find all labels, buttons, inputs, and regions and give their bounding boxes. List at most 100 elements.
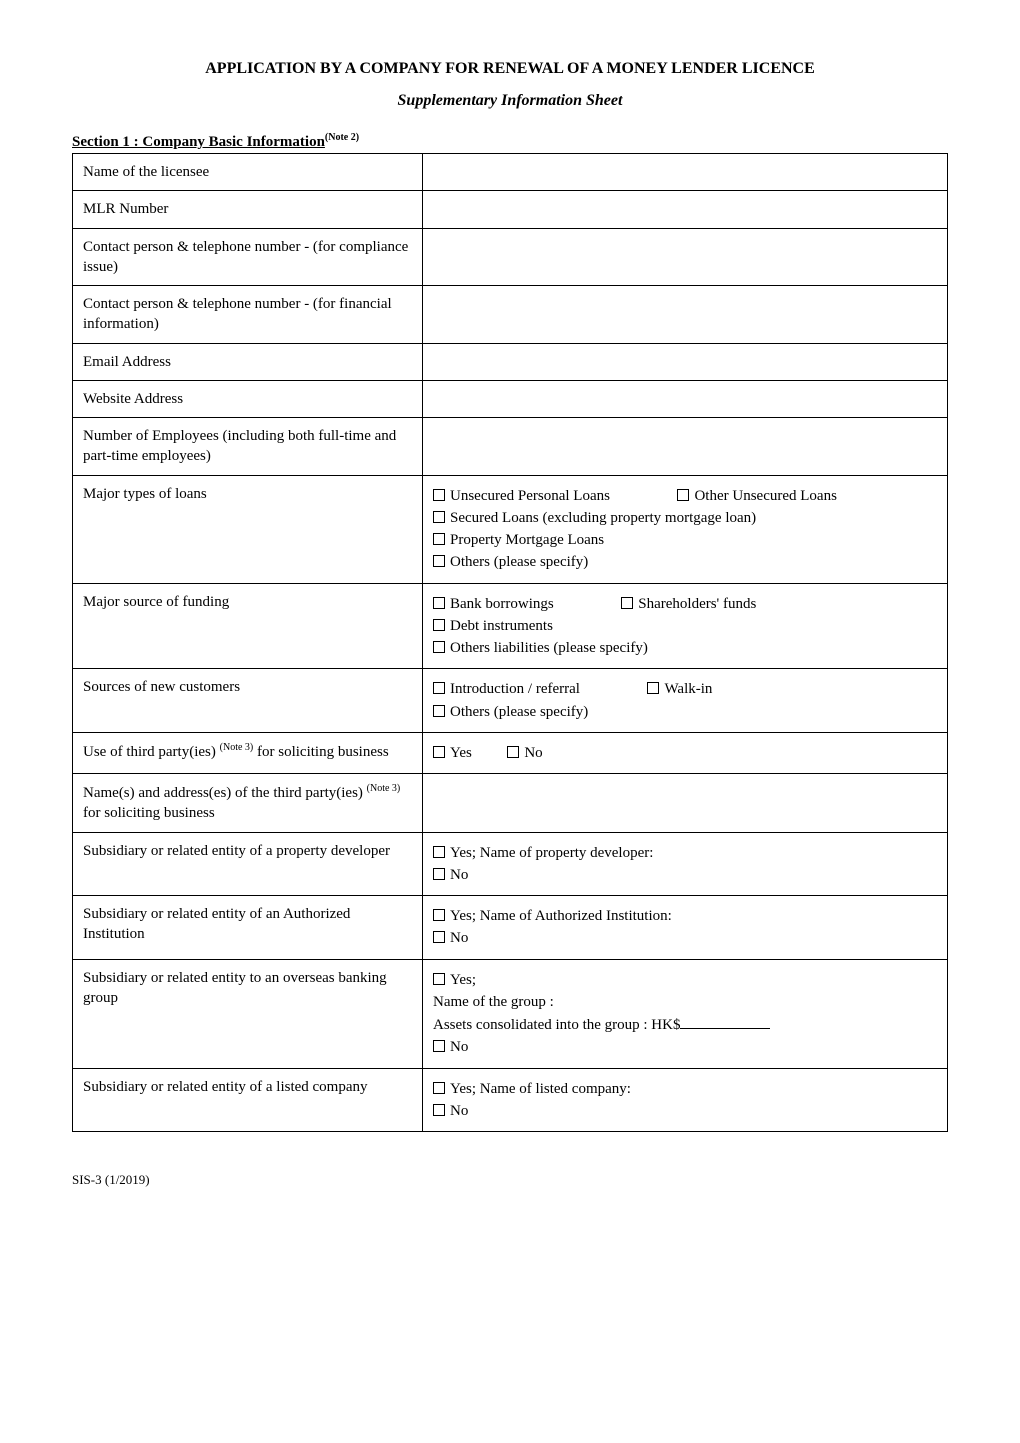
row-contact-financial: Contact person & telephone number - (for… [73,286,948,344]
sub-listed-options: Yes; Name of listed company: No [423,1068,948,1132]
row-sub-overseas: Subsidiary or related entity to an overs… [73,959,948,1068]
employees-value[interactable] [423,418,948,476]
doc-subtitle: Supplementary Information Sheet [72,92,948,110]
opt-yes: Yes [450,745,472,761]
contact-financial-label: Contact person & telephone number - (for… [73,286,423,344]
cb-ai-no[interactable] [433,931,445,943]
cb-property-no[interactable] [433,868,445,880]
row-sub-property: Subsidiary or related entity of a proper… [73,832,948,896]
assets-line: Assets consolidated into the group : HK$ [433,1014,937,1035]
major-loans-options: Unsecured Personal Loans Other Unsecured… [423,475,948,583]
third-party-names-sup: (Note 3) [367,783,401,794]
cb-unsecured-personal[interactable] [433,489,445,501]
cb-third-party-no[interactable] [507,746,519,758]
opt-ai-yes: Yes; Name of Authorized Institution: [450,908,672,924]
website-label: Website Address [73,380,423,417]
opt-property-mortgage: Property Mortgage Loans [450,532,604,548]
opt-loans-others: Others (please specify) [450,554,588,570]
opt-property-no: No [450,867,468,883]
website-value[interactable] [423,380,948,417]
mlr-value[interactable] [423,191,948,228]
section-1-heading: Section 1 : Company Basic Information(No… [72,132,948,151]
employees-label: Number of Employees (including both full… [73,418,423,476]
third-party-use-label: Use of third party(ies) (Note 3) for sol… [73,732,423,773]
sub-ai-options: Yes; Name of Authorized Institution: No [423,896,948,960]
licensee-value[interactable] [423,154,948,191]
company-info-table: Name of the licensee MLR Number Contact … [72,153,948,1132]
cb-secured-excl-mortgage[interactable] [433,511,445,523]
cb-loans-others[interactable] [433,555,445,567]
third-party-use-label-post: for soliciting business [253,744,388,760]
opt-no: No [524,745,542,761]
row-website: Website Address [73,380,948,417]
row-third-party-names: Name(s) and address(es) of the third par… [73,774,948,833]
opt-bank-borrowings: Bank borrowings [450,596,554,612]
mlr-label: MLR Number [73,191,423,228]
cb-ai-yes[interactable] [433,909,445,921]
row-licensee: Name of the licensee [73,154,948,191]
major-funding-label: Major source of funding [73,583,423,669]
third-party-names-label: Name(s) and address(es) of the third par… [73,774,423,833]
group-name-line: Name of the group : [433,992,937,1012]
cb-debt-instruments[interactable] [433,619,445,631]
row-sources-customers: Sources of new customers Introduction / … [73,669,948,733]
cb-src-others[interactable] [433,705,445,717]
sub-ai-label: Subsidiary or related entity of an Autho… [73,896,423,960]
opt-other-unsecured: Other Unsecured Loans [694,488,836,504]
opt-src-others: Others (please specify) [450,704,588,720]
sub-listed-label: Subsidiary or related entity of a listed… [73,1068,423,1132]
sub-overseas-label: Subsidiary or related entity to an overs… [73,959,423,1068]
cb-walkin[interactable] [647,682,659,694]
opt-introduction: Introduction / referral [450,681,580,697]
footer-code: SIS-3 (1/2019) [72,1172,948,1188]
opt-walkin: Walk-in [664,681,712,697]
cb-property-mortgage[interactable] [433,533,445,545]
opt-shareholders-funds: Shareholders' funds [638,596,756,612]
major-funding-options: Bank borrowings Shareholders' funds Debt… [423,583,948,669]
cb-overseas-yes[interactable] [433,973,445,985]
opt-ai-no: No [450,930,468,946]
opt-debt-instruments: Debt instruments [450,618,553,634]
cb-property-yes[interactable] [433,846,445,858]
opt-unsecured-personal: Unsecured Personal Loans [450,488,610,504]
row-email: Email Address [73,343,948,380]
row-contact-compliance: Contact person & telephone number - (for… [73,228,948,286]
cb-other-unsecured[interactable] [677,489,689,501]
third-party-use-sup: (Note 3) [220,742,254,753]
cb-listed-yes[interactable] [433,1082,445,1094]
cb-shareholders-funds[interactable] [621,597,633,609]
contact-compliance-value[interactable] [423,228,948,286]
opt-secured-excl-mortgage: Secured Loans (excluding property mortga… [450,510,756,526]
opt-listed-no: No [450,1103,468,1119]
email-value[interactable] [423,343,948,380]
row-major-loans: Major types of loans Unsecured Personal … [73,475,948,583]
sources-customers-label: Sources of new customers [73,669,423,733]
third-party-names-label-post: for soliciting business [83,805,215,821]
row-sub-listed: Subsidiary or related entity of a listed… [73,1068,948,1132]
assets-blank[interactable] [680,1014,770,1029]
third-party-names-value[interactable] [423,774,948,833]
major-loans-label: Major types of loans [73,475,423,583]
cb-introduction[interactable] [433,682,445,694]
cb-listed-no[interactable] [433,1104,445,1116]
third-party-use-label-pre: Use of third party(ies) [83,744,220,760]
section-1-heading-sup: (Note 2) [325,132,359,143]
contact-financial-value[interactable] [423,286,948,344]
assets-label: Assets consolidated into the group : HK$ [433,1017,680,1033]
third-party-names-label-pre: Name(s) and address(es) of the third par… [83,785,367,801]
cb-overseas-no[interactable] [433,1040,445,1052]
row-employees: Number of Employees (including both full… [73,418,948,476]
opt-overseas-yes: Yes; [450,972,476,988]
opt-listed-yes: Yes; Name of listed company: [450,1081,631,1097]
opt-funding-others: Others liabilities (please specify) [450,640,648,656]
email-label: Email Address [73,343,423,380]
group-name-label: Name of the group : [433,994,554,1010]
cb-funding-others[interactable] [433,641,445,653]
cb-bank-borrowings[interactable] [433,597,445,609]
sub-property-label: Subsidiary or related entity of a proper… [73,832,423,896]
doc-title: APPLICATION BY A COMPANY FOR RENEWAL OF … [72,60,948,78]
sub-overseas-options: Yes; Name of the group : Assets consolid… [423,959,948,1068]
cb-third-party-yes[interactable] [433,746,445,758]
sub-property-options: Yes; Name of property developer: No [423,832,948,896]
contact-compliance-label: Contact person & telephone number - (for… [73,228,423,286]
